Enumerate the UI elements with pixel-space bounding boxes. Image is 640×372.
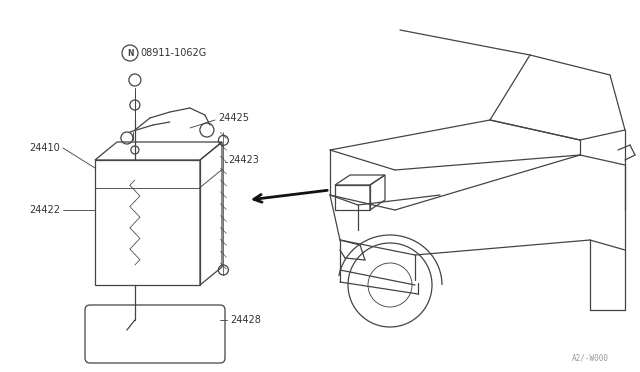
Text: A2/-W000: A2/-W000: [572, 353, 609, 362]
Text: 24428: 24428: [230, 315, 261, 325]
Text: 24410: 24410: [29, 143, 60, 153]
Text: 08911-1062G: 08911-1062G: [140, 48, 206, 58]
Text: N: N: [127, 48, 133, 58]
Text: 24423: 24423: [228, 155, 259, 165]
Text: 24425: 24425: [218, 113, 249, 123]
Text: 24422: 24422: [29, 205, 60, 215]
